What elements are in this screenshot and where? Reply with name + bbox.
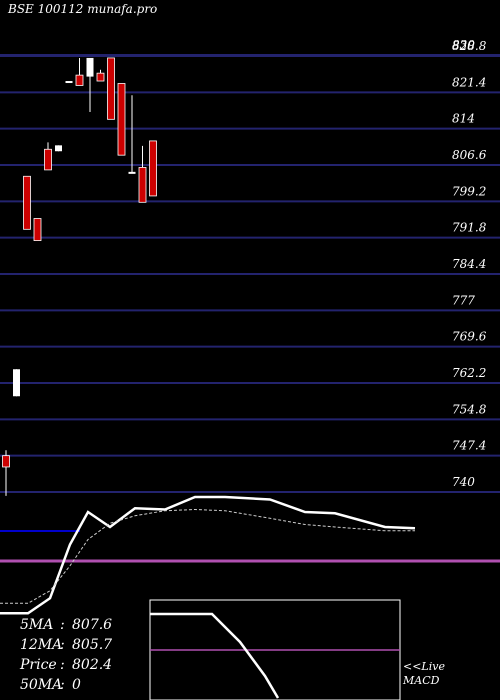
candle-body: [55, 145, 62, 152]
ma-label: 12MA: [20, 637, 62, 653]
y-tick-label: 806.6: [452, 148, 487, 162]
y-tick-label: 828.8: [452, 39, 487, 53]
ma-value: 0: [72, 677, 81, 693]
indicator-line-main: [0, 495, 416, 615]
candle-body: [117, 83, 126, 156]
ma-value: 802.4: [72, 657, 112, 673]
ma-label: 5MA: [20, 617, 53, 633]
y-tick-label: 769.6: [452, 330, 487, 344]
candle-body: [44, 148, 52, 171]
y-tick-label: 784.4: [452, 257, 486, 271]
candle-body: [96, 72, 105, 82]
ma-label: Price: [19, 657, 57, 673]
y-tick-label: 791.8: [452, 221, 487, 235]
macd-line: [150, 612, 280, 699]
ma-separator: :: [60, 617, 65, 633]
ma-separator: :: [60, 637, 65, 653]
candle-body: [23, 175, 31, 230]
macd-label-live: <<Live: [403, 660, 445, 673]
candle-body: [128, 171, 136, 174]
candle-body: [13, 369, 20, 397]
y-tick-label: 754.8: [452, 402, 487, 416]
candle-layer: [2, 57, 157, 496]
ma-label: 50MA: [20, 677, 62, 693]
y-tick-label: 747.4: [452, 439, 486, 453]
candle-body: [65, 81, 73, 84]
candle-body: [138, 167, 147, 203]
macd-layer: [149, 599, 401, 700]
candle-body: [107, 57, 115, 120]
candle-body: [149, 140, 157, 197]
y-tick-label: 821.4: [452, 75, 486, 89]
y-tick-label: 799.2: [452, 184, 486, 198]
ma-value: 807.6: [72, 617, 112, 633]
candle-body: [33, 218, 42, 242]
indicator-line-signal: [0, 508, 415, 604]
chart-title: BSE 100112 munafa.pro: [7, 2, 157, 16]
candle-body: [86, 57, 94, 77]
grid-layer: [0, 54, 500, 493]
y-tick-label: 830: [452, 38, 475, 52]
y-tick-label: 740: [452, 475, 475, 489]
ma-separator: :: [60, 657, 65, 673]
macd-label-name: MACD: [402, 674, 440, 687]
y-tick-label: 814: [452, 112, 475, 126]
y-tick-label: 777: [452, 293, 475, 307]
candle-body: [75, 74, 84, 86]
y-tick-label: 762.2: [452, 366, 486, 380]
ma-value: 805.7: [72, 637, 112, 653]
ma-separator: :: [60, 677, 65, 693]
candle-body: [2, 455, 10, 468]
